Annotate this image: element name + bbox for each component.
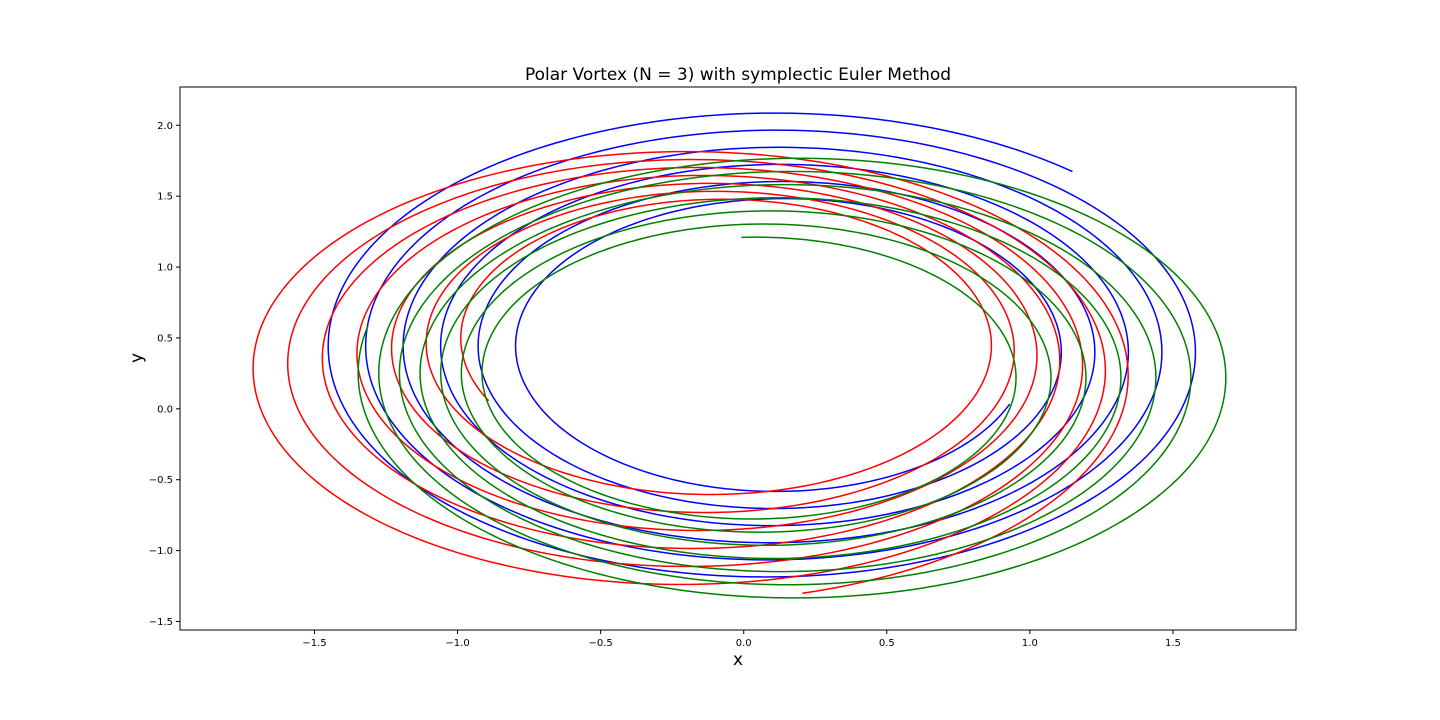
x-tick-label: −1.0 <box>445 638 469 649</box>
y-tick-label: 2.0 <box>157 121 173 132</box>
y-tick-label: 0.0 <box>157 404 173 415</box>
series-line-1 <box>327 112 1197 578</box>
y-ticks: −1.5 −1.0 −0.5 0.0 0.5 1.0 1.5 2.0 <box>149 121 180 628</box>
x-ticks: −1.5 −1.0 −0.5 0.0 0.5 1.0 1.5 <box>302 630 1181 649</box>
series-line-2 <box>252 150 1129 595</box>
y-tick-label: −1.0 <box>149 546 173 557</box>
x-tick-label: 1.5 <box>1165 638 1181 649</box>
x-axis-label: x <box>733 650 743 670</box>
x-tick-label: −0.5 <box>588 638 612 649</box>
chart-title: Polar Vortex (N = 3) with symplectic Eul… <box>525 65 951 85</box>
y-tick-label: 0.5 <box>157 333 173 344</box>
x-tick-label: 0.0 <box>736 638 752 649</box>
y-tick-label: 1.5 <box>157 192 173 203</box>
x-tick-label: 1.0 <box>1022 638 1038 649</box>
x-tick-label: 0.5 <box>879 638 895 649</box>
plot-lines <box>252 112 1227 599</box>
y-tick-label: −1.5 <box>149 617 173 628</box>
y-tick-label: 1.0 <box>157 263 173 274</box>
series-line-3 <box>357 157 1227 599</box>
y-axis-label: y <box>127 353 147 363</box>
plot-frame <box>179 86 1297 631</box>
x-tick-label: −1.5 <box>302 638 326 649</box>
y-tick-label: −0.5 <box>149 475 173 486</box>
